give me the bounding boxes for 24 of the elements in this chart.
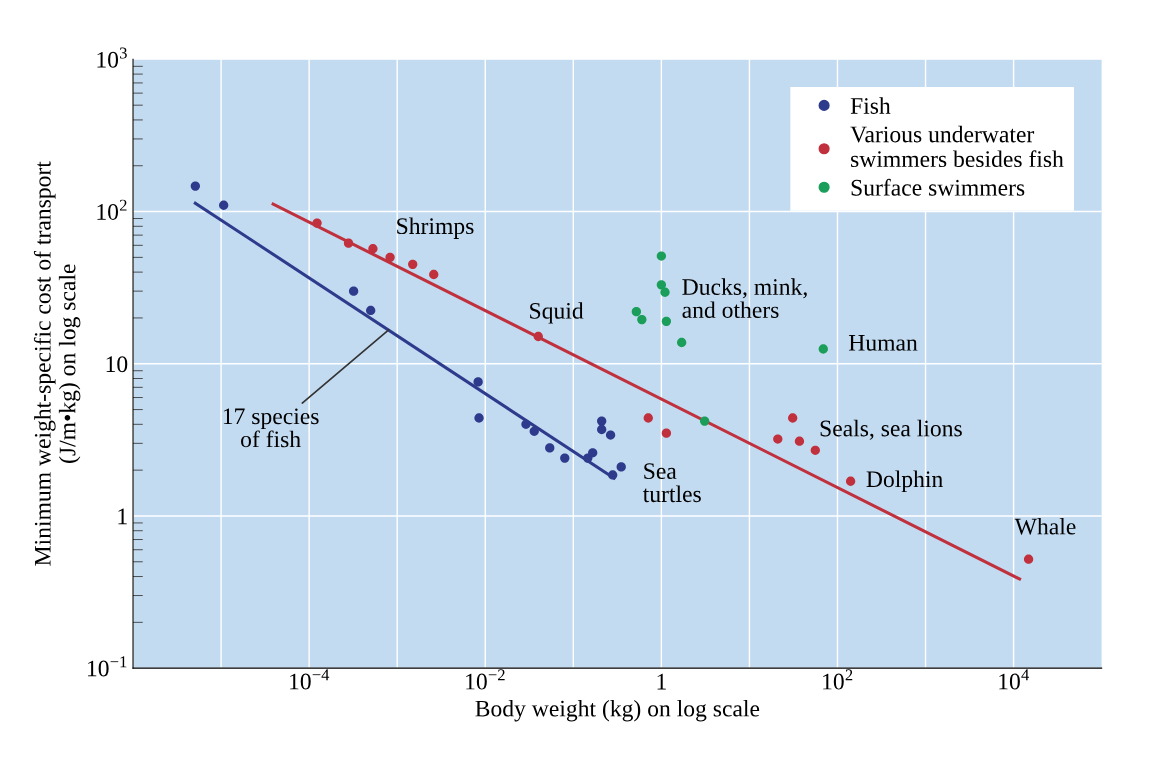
y-tick-label: 10 <box>106 356 128 373</box>
annotation: Dolphin <box>866 470 943 492</box>
annotation: Shrimps <box>397 217 474 239</box>
x-axis-title: Body weight (kg) on log scale <box>475 699 760 722</box>
annotation: Ducks, mink, and others <box>682 278 807 319</box>
annotation: Squid <box>530 302 584 324</box>
annotation: Whale <box>1014 517 1076 535</box>
annotation: Human <box>848 335 918 351</box>
y-axis-title: Minimum weight-specific cost of transport (J/m•kg) on log scale <box>33 161 81 566</box>
y-tick-label: 10$^{3}$ <box>97 47 127 68</box>
x-tick-label: 10$^{2}$ <box>823 669 853 690</box>
y-tick-label: 10$^{2}$ <box>97 199 127 220</box>
y-tick-label: 1 <box>118 508 127 525</box>
x-tick-label: 1 <box>657 673 666 690</box>
annotation: 17 species of fish <box>223 408 319 448</box>
x-tick-label: 10$^{−2}$ <box>466 669 505 690</box>
annotation: Sea turtles <box>642 463 701 503</box>
x-tick-label: 10$^{−4}$ <box>290 669 330 690</box>
legend-label: Fish <box>850 97 891 114</box>
legend-label: Surface swimmers <box>851 178 1025 196</box>
annotation: Seals, sea lions <box>820 419 962 440</box>
x-tick-label: 10$^{4}$ <box>999 669 1030 690</box>
legend-label: Various underwater swimmers besides fish <box>850 125 1064 168</box>
y-tick-label: 10$^{−1}$ <box>87 656 127 677</box>
